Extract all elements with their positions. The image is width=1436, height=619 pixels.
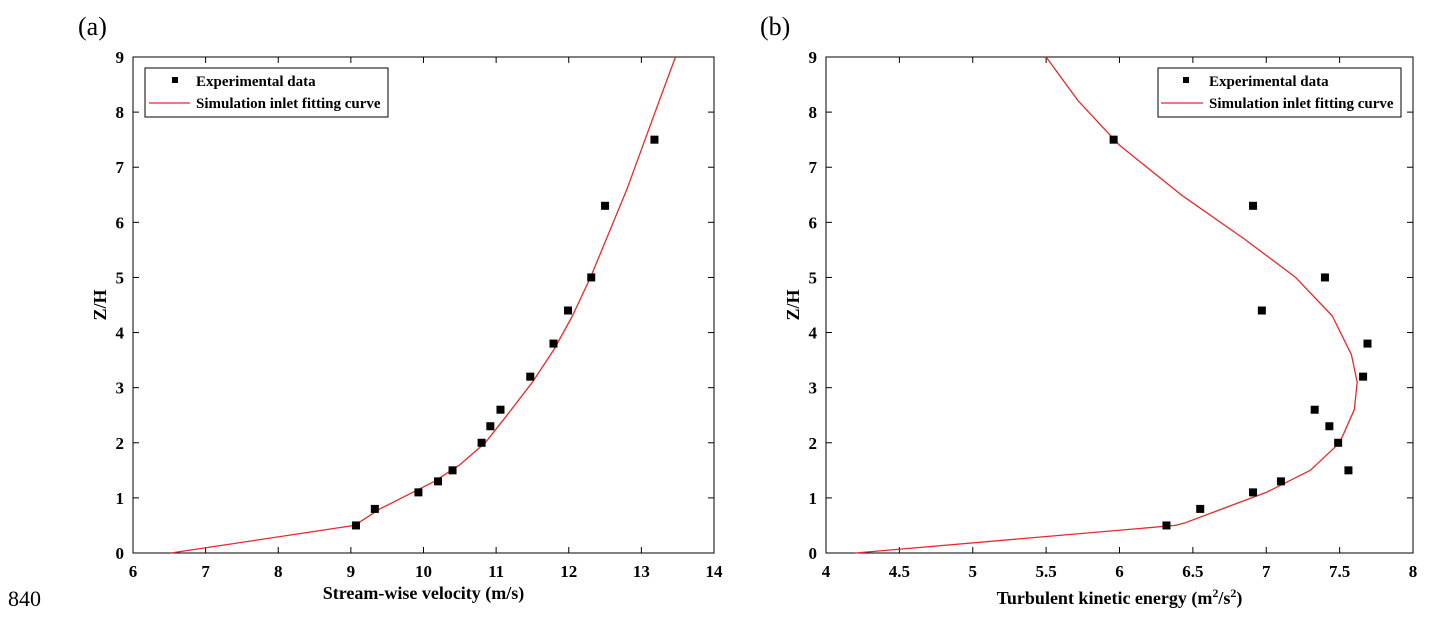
panel-a-legend-marker bbox=[172, 77, 178, 83]
panel-b-ytick-label: 1 bbox=[809, 489, 818, 508]
panel-b-xtick-label: 4 bbox=[822, 562, 831, 581]
panel-b-data-point bbox=[1325, 422, 1334, 431]
panel-b-legend-simulation: Simulation inlet fitting curve bbox=[1209, 96, 1394, 112]
panel-b-data-point bbox=[1320, 273, 1329, 282]
panel-b-data-point bbox=[1276, 477, 1285, 486]
panel-b-fitting-curve bbox=[855, 56, 1358, 554]
panel-a-data-point bbox=[414, 488, 423, 497]
panel-b-ytick-label: 7 bbox=[809, 158, 818, 177]
panel-b-ytick-label: 9 bbox=[809, 48, 818, 67]
panel-a-xtick-label: 14 bbox=[706, 562, 724, 581]
panel-a-data-point bbox=[587, 273, 596, 282]
panel-a-points-layer bbox=[351, 135, 659, 530]
page-number: 840 bbox=[8, 586, 41, 611]
panel-b-data-point bbox=[1249, 488, 1258, 497]
panel-b-data-point bbox=[1257, 306, 1266, 315]
panel-a-data-point bbox=[351, 521, 360, 530]
panel-a-ytick-label: 2 bbox=[116, 434, 125, 453]
panel-a-ytick-label: 0 bbox=[116, 544, 125, 563]
panel-a-legend: Experimental data Simulation inlet fitti… bbox=[144, 67, 389, 118]
panel-a-data-point bbox=[496, 405, 505, 414]
panel-b-ytick-label: 4 bbox=[809, 324, 818, 343]
panel-a-data-point bbox=[448, 466, 457, 475]
panel-b-data-point bbox=[1162, 521, 1171, 530]
panel-b-ylabel: Z/H bbox=[783, 289, 803, 320]
panel-b-ticks: 4 4.5 5 5.5 6 6.5 7 7.5 8 0 1 2 3 4 5 6 7 8 9 bbox=[809, 48, 1418, 581]
panel-b-xtick-label: 6 bbox=[1115, 562, 1124, 581]
panel-a-label: (a) bbox=[78, 12, 107, 41]
panel-b-xlabel: Turbulent kinetic energy (m2/s2) bbox=[997, 586, 1243, 609]
panel-b-xtick-label: 5.5 bbox=[1036, 562, 1057, 581]
panel-b-data-point bbox=[1249, 201, 1258, 210]
panel-b-legend: Experimental data Simulation inlet fitti… bbox=[1157, 67, 1402, 118]
panel-b-legend-experimental: Experimental data bbox=[1209, 74, 1329, 90]
panel-a-data-point bbox=[486, 422, 495, 431]
panel-b-ytick-label: 5 bbox=[809, 268, 818, 287]
panel-a-ytick-label: 4 bbox=[116, 324, 125, 343]
panel-a-ylabel: Z/H bbox=[90, 289, 110, 320]
panel-b-xtick-label: 5 bbox=[969, 562, 978, 581]
panel-b-legend-box bbox=[1157, 67, 1402, 118]
panel-b-ytick-label: 2 bbox=[809, 434, 818, 453]
panel-a-data-point bbox=[601, 201, 610, 210]
panel-a-curve-layer bbox=[170, 56, 677, 554]
panel-a-ytick-label: 7 bbox=[116, 158, 125, 177]
panel-b-ytick-label: 3 bbox=[809, 379, 818, 398]
panel-b-data-point bbox=[1344, 466, 1353, 475]
panel-b-xtick-label: 6.5 bbox=[1182, 562, 1203, 581]
panel-a-fitting-curve bbox=[170, 56, 677, 554]
panel-a-xtick-label: 10 bbox=[415, 562, 432, 581]
panel-b-axes-frame bbox=[825, 56, 1414, 554]
panel-a-data-point bbox=[434, 477, 443, 486]
panel-b-data-point bbox=[1310, 405, 1319, 414]
panel-a-ytick-label: 3 bbox=[116, 379, 125, 398]
panel-a-legend-simulation: Simulation inlet fitting curve bbox=[196, 96, 381, 112]
panel-a-data-point bbox=[526, 372, 535, 381]
panel-b-curve-layer bbox=[855, 56, 1358, 554]
panel-a-xtick-label: 12 bbox=[560, 562, 577, 581]
panel-b-ytick-label: 8 bbox=[809, 103, 818, 122]
panel-a-xlabel: Stream-wise velocity (m/s) bbox=[323, 583, 525, 604]
panel-a-legend-experimental: Experimental data bbox=[196, 74, 316, 90]
panel-a-xtick-label: 7 bbox=[201, 562, 210, 581]
panel-a-ytick-label: 6 bbox=[116, 213, 125, 232]
panel-b-points-layer bbox=[1109, 135, 1372, 530]
panel-a-legend-box bbox=[144, 67, 389, 118]
panel-b-xtick-label: 7.5 bbox=[1329, 562, 1350, 581]
panel-a-data-point bbox=[650, 135, 659, 144]
panel-b: (b) 4 4.5 5 5.5 6 6.5 7 7.5 8 0 1 2 3 4 5 6 7 8 9 Turbulen… bbox=[760, 12, 1417, 609]
panel-a-ytick-label: 9 bbox=[116, 48, 125, 67]
panel-b-xtick-label: 7 bbox=[1262, 562, 1271, 581]
panel-b-data-point bbox=[1363, 339, 1372, 348]
panel-a-axes-frame bbox=[132, 56, 715, 554]
panel-b-data-point bbox=[1334, 438, 1343, 447]
panel-b-ytick-label: 0 bbox=[809, 544, 818, 563]
panel-a-data-point bbox=[370, 504, 379, 513]
panel-b-data-point bbox=[1359, 372, 1368, 381]
panel-b-xtick-label: 4.5 bbox=[889, 562, 910, 581]
panel-a-xtick-label: 13 bbox=[633, 562, 650, 581]
panel-b-legend-marker bbox=[1183, 77, 1189, 83]
panel-b-xtick-label: 8 bbox=[1409, 562, 1418, 581]
panel-b-data-point bbox=[1196, 504, 1205, 513]
panel-b-data-point bbox=[1109, 135, 1118, 144]
panel-a-ytick-label: 1 bbox=[116, 489, 125, 508]
panel-a-xtick-label: 9 bbox=[347, 562, 356, 581]
panel-a-ytick-label: 5 bbox=[116, 268, 125, 287]
panel-a-data-point bbox=[549, 339, 558, 348]
panel-b-ytick-label: 6 bbox=[809, 213, 818, 232]
panel-a-ytick-label: 8 bbox=[116, 103, 125, 122]
panel-a-xtick-label: 6 bbox=[129, 562, 138, 581]
panel-a-data-point bbox=[477, 438, 486, 447]
panel-a-xtick-label: 11 bbox=[488, 562, 504, 581]
panel-a-data-point bbox=[564, 306, 573, 315]
panel-b-label: (b) bbox=[760, 12, 790, 41]
panel-a-xtick-label: 8 bbox=[274, 562, 283, 581]
